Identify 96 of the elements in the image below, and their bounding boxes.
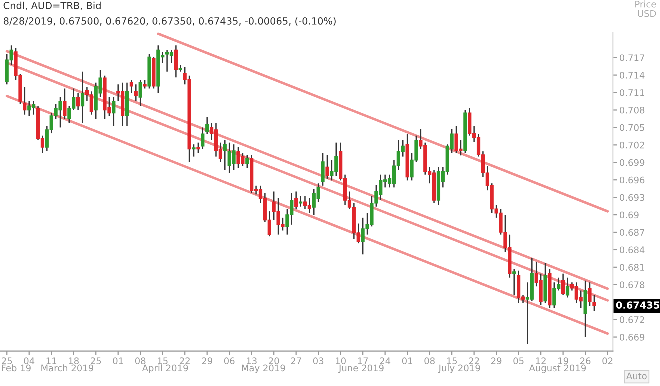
x-tick-label: 01	[402, 358, 412, 364]
text: May 2019	[242, 364, 286, 374]
x-tick-label: 06	[224, 358, 235, 364]
x-tick-label: 01	[113, 358, 124, 364]
candlestick	[562, 273, 566, 296]
candlestick	[539, 273, 543, 306]
candlestick	[23, 86, 27, 116]
x-tick-label: 08	[135, 358, 146, 364]
x-tick-label: 05	[514, 358, 524, 364]
candlestick	[512, 268, 516, 296]
y-tick-label: 0.681	[620, 264, 644, 271]
text: March 2019	[42, 364, 94, 372]
x-tick-label: 11	[46, 358, 57, 364]
text: August 2019	[529, 364, 586, 374]
candlestick	[192, 144, 196, 158]
x-tick-label: 12	[536, 358, 546, 364]
candlestick	[201, 127, 205, 150]
y-tick-label: 0.711	[620, 90, 644, 96]
candlestick	[196, 142, 200, 154]
chart-title: Cndl, AUD=TRB, Bid	[4, 2, 101, 10]
candlestick	[28, 100, 32, 117]
candlestick	[246, 154, 250, 170]
candlestick	[170, 50, 174, 64]
x-tick-label: 13	[247, 358, 257, 364]
candlestick	[166, 50, 170, 72]
y-tick-label: 0.699	[620, 159, 645, 166]
candlestick	[63, 88, 67, 120]
x-tick-label: 29	[202, 358, 212, 364]
candlestick	[174, 44, 178, 78]
candlestick	[592, 294, 596, 312]
y-tick-label: 0.672	[620, 316, 644, 324]
x-tick-label: 20	[269, 358, 280, 364]
x-tick-label: 29	[491, 358, 502, 364]
candlestick	[566, 277, 570, 298]
candlestick	[303, 196, 308, 210]
text: July 2019	[438, 364, 480, 374]
candlestick	[206, 116, 210, 135]
candlestick	[330, 160, 334, 182]
candlestick	[308, 198, 312, 214]
x-tick-label: 24	[380, 358, 391, 364]
candlestick	[298, 196, 303, 208]
candlestick	[58, 96, 62, 128]
y-tick-label: 0.69	[620, 212, 639, 219]
x-tick-label: 25	[91, 358, 102, 364]
x-tick-label: 22	[469, 358, 480, 364]
x-tick-label: 25	[2, 358, 12, 364]
x-tick-label: 27	[291, 358, 302, 364]
text: Auto	[626, 372, 647, 380]
text: 0.67435	[616, 302, 660, 309]
x-tick-label: 02	[602, 358, 613, 364]
text: June 2019	[338, 364, 384, 374]
candlestick	[294, 191, 298, 210]
chart-subtitle: 8/28/2019, 0.67500, 0.67620, 0.67350, 0.67435, -0.00065, (-0.10%)	[4, 17, 336, 26]
candlestick	[588, 282, 592, 308]
y-axis-title: Price USD	[636, 0, 656, 18]
x-tick-label: 08	[424, 358, 435, 364]
x-tick-label: 19	[558, 358, 568, 364]
x-tick-label: 17	[358, 358, 368, 364]
x-tick-label: 15	[447, 358, 458, 364]
y-tick-label: 0.708	[620, 106, 645, 114]
x-tick-label: 10	[336, 358, 346, 364]
x-tick-label: 04	[24, 358, 35, 364]
candlestick	[90, 90, 94, 116]
candlestick	[321, 152, 325, 187]
y-tick-label: 0.705	[620, 124, 644, 132]
candlestick	[468, 108, 472, 136]
y-tick-label: 0.714	[620, 72, 645, 79]
x-tick-label: 03	[313, 358, 324, 364]
x-tick-label: 15	[158, 358, 168, 364]
y-tick-label: 0.693	[620, 194, 645, 202]
candlestick	[326, 154, 330, 180]
candlestick	[134, 84, 138, 102]
y-tick-label: 0.696	[620, 176, 645, 184]
y-tick-label: 0.684	[620, 246, 645, 254]
text: Feb 19	[2, 364, 31, 372]
x-tick-label: 22	[180, 358, 190, 364]
y-tick-label: 0.717	[620, 54, 644, 62]
candlestick	[584, 280, 588, 338]
text: April 2019	[142, 364, 188, 374]
candlestick	[80, 71, 85, 124]
candlestick	[517, 270, 521, 304]
candlestick	[76, 92, 80, 111]
y-tick-label: 0.702	[620, 142, 644, 149]
candlestick	[214, 122, 218, 158]
candlestick	[232, 144, 236, 171]
candlestick	[552, 282, 556, 309]
candlestick	[112, 96, 116, 127]
x-tick-label: 18	[69, 358, 79, 364]
x-tick-label: 26	[580, 358, 591, 364]
y-tick-label: 0.687	[620, 229, 644, 236]
candlestick	[130, 79, 134, 94]
candlestick	[236, 146, 240, 170]
y-tick-label: 0.669	[620, 334, 645, 341]
candlestick	[579, 290, 583, 309]
candlestick	[138, 79, 142, 107]
y-tick-label: 0.678	[620, 282, 645, 288]
